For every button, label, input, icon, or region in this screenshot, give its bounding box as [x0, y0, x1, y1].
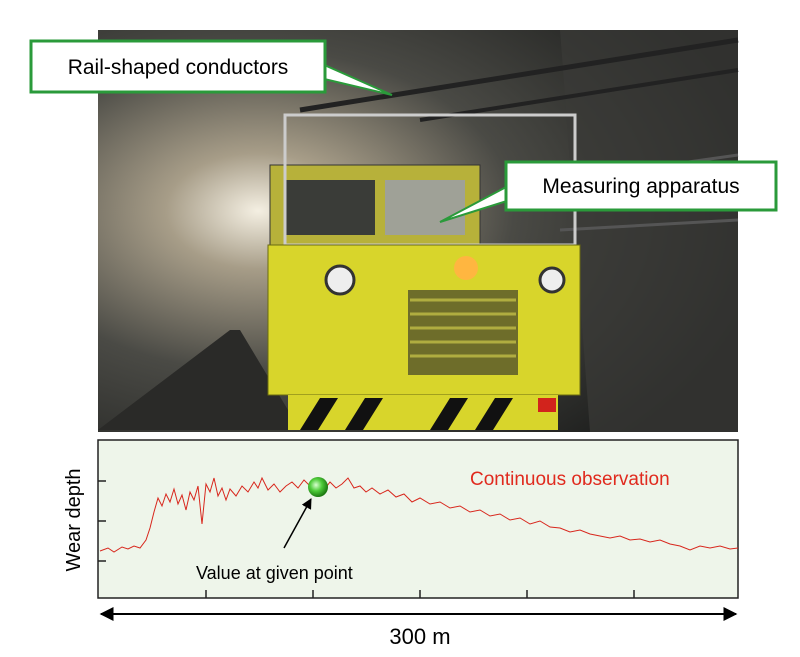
- callout-label: Measuring apparatus: [542, 175, 739, 198]
- point-label: Value at given point: [196, 563, 353, 583]
- span-label: 300 m: [389, 624, 450, 649]
- series-label: Continuous observation: [470, 469, 670, 490]
- pointer-arrow: [283, 498, 312, 549]
- y-axis-label: Wear depth: [63, 468, 85, 571]
- callout: Measuring apparatus: [439, 160, 778, 223]
- point-marker: [308, 477, 328, 497]
- trace: [99, 476, 739, 553]
- callout-label: Rail-shaped conductors: [68, 56, 289, 79]
- callout: Rail-shaped conductors: [29, 39, 393, 96]
- photo: [98, 30, 739, 432]
- chart: Value at given point Continuous observat…: [63, 439, 739, 599]
